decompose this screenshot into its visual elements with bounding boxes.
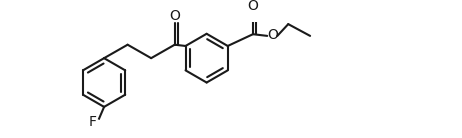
- Text: O: O: [248, 0, 258, 13]
- Text: O: O: [169, 9, 180, 23]
- Text: F: F: [88, 115, 96, 129]
- Text: O: O: [267, 28, 279, 42]
